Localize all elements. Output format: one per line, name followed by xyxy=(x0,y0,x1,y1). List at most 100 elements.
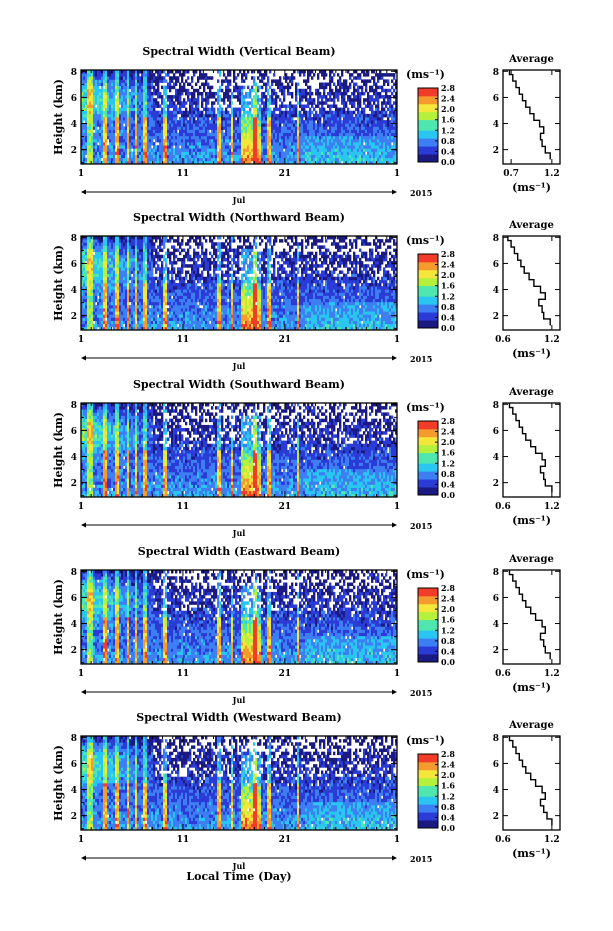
heatmap-cell xyxy=(147,133,149,136)
heatmap-cell xyxy=(179,142,181,145)
heatmap-cell xyxy=(101,95,103,98)
heatmap-cell xyxy=(153,155,155,158)
heatmap-cell xyxy=(125,148,127,151)
heatmap-cell xyxy=(187,92,189,95)
heatmap-cell xyxy=(143,108,145,111)
heatmap-cell xyxy=(85,139,87,142)
heatmap-cell xyxy=(127,158,129,161)
heatmap-cell xyxy=(157,158,159,161)
heatmap-cell xyxy=(93,98,95,101)
heatmap-cell xyxy=(83,139,85,142)
heatmap-cell xyxy=(205,139,207,142)
heatmap-cell xyxy=(193,139,195,142)
heatmap-cell xyxy=(121,73,123,76)
heatmap-cell xyxy=(207,151,209,154)
heatmap-cell xyxy=(193,120,195,123)
heatmap-cell xyxy=(151,158,153,161)
heatmap-cell xyxy=(135,136,137,139)
heatmap-cell xyxy=(209,95,211,98)
heatmap-cell xyxy=(145,86,147,89)
heatmap-cell xyxy=(155,133,157,136)
heatmap-cell xyxy=(157,130,159,133)
heatmap-cell xyxy=(117,142,119,145)
heatmap-cell xyxy=(203,142,205,145)
heatmap-cell xyxy=(107,73,109,76)
heatmap-cell xyxy=(205,120,207,123)
heatmap-cell xyxy=(173,76,175,79)
heatmap-cell xyxy=(185,101,187,104)
heatmap-cell xyxy=(135,142,137,145)
heatmap-cell xyxy=(201,92,203,95)
heatmap-cell xyxy=(141,158,143,161)
heatmap-cell xyxy=(127,83,129,86)
heatmap-cell xyxy=(93,83,95,86)
heatmap-cell xyxy=(93,136,95,139)
heatmap-cell xyxy=(129,120,131,123)
heatmap-cell xyxy=(199,155,201,158)
heatmap-cell xyxy=(169,114,171,117)
heatmap-cell xyxy=(111,95,113,98)
heatmap-cell xyxy=(193,142,195,145)
heatmap-cell xyxy=(131,120,133,123)
heatmap-cell xyxy=(127,120,129,123)
heatmap-cell xyxy=(149,151,151,154)
heatmap-cell xyxy=(133,158,135,161)
heatmap-cell xyxy=(121,111,123,114)
heatmap-cell xyxy=(91,86,93,89)
heatmap-cell xyxy=(107,104,109,107)
heatmap-cell xyxy=(145,151,147,154)
heatmap-cell xyxy=(167,95,169,98)
heatmap-cell xyxy=(199,151,201,154)
heatmap-cell xyxy=(113,148,115,151)
heatmap-cell xyxy=(159,126,161,129)
heatmap-cell xyxy=(141,145,143,148)
heatmap-cell xyxy=(151,73,153,76)
heatmap-cell xyxy=(117,158,119,161)
heatmap-cell xyxy=(141,95,143,98)
heatmap-cell xyxy=(167,86,169,89)
heatmap-cell xyxy=(143,136,145,139)
heatmap-cell xyxy=(115,148,117,151)
heatmap-cell xyxy=(91,120,93,123)
heatmap-cell xyxy=(113,136,115,139)
heatmap-cell xyxy=(211,130,213,133)
heatmap-cell xyxy=(213,151,215,154)
heatmap-cell xyxy=(205,104,207,107)
heatmap-cell xyxy=(125,142,127,145)
heatmap-cell xyxy=(105,114,107,117)
heatmap-cell xyxy=(179,86,181,89)
heatmap-cell xyxy=(201,120,203,123)
heatmap-cell xyxy=(155,145,157,148)
heatmap-cell xyxy=(147,92,149,95)
heatmap-cell xyxy=(197,123,199,126)
heatmap-cell xyxy=(157,133,159,136)
heatmap-cell xyxy=(131,139,133,142)
heatmap-cell xyxy=(99,158,101,161)
heatmap-cell xyxy=(97,148,99,151)
heatmap-cell xyxy=(199,142,201,145)
heatmap-cell xyxy=(207,86,209,89)
heatmap-cell xyxy=(155,151,157,154)
heatmap-cell xyxy=(99,117,101,120)
heatmap-cell xyxy=(203,136,205,139)
heatmap-cell xyxy=(103,89,105,92)
heatmap-cell xyxy=(135,114,137,117)
heatmap-cell xyxy=(149,101,151,104)
heatmap-cell xyxy=(105,83,107,86)
heatmap-cell xyxy=(191,101,193,104)
heatmap-cell xyxy=(129,98,131,101)
heatmap-cell xyxy=(99,114,101,117)
heatmap-cell xyxy=(141,139,143,142)
heatmap-cell xyxy=(143,95,145,98)
heatmap-cell xyxy=(155,155,157,158)
heatmap-cell xyxy=(95,111,97,114)
heatmap-cell xyxy=(101,101,103,104)
heatmap-cell xyxy=(111,108,113,111)
heatmap-cell xyxy=(195,158,197,161)
heatmap-cell xyxy=(89,151,91,154)
heatmap-cell xyxy=(123,92,125,95)
heatmap-cell xyxy=(201,139,203,142)
heatmap-cell xyxy=(121,158,123,161)
heatmap-cell xyxy=(123,111,125,114)
heatmap-cell xyxy=(149,126,151,129)
